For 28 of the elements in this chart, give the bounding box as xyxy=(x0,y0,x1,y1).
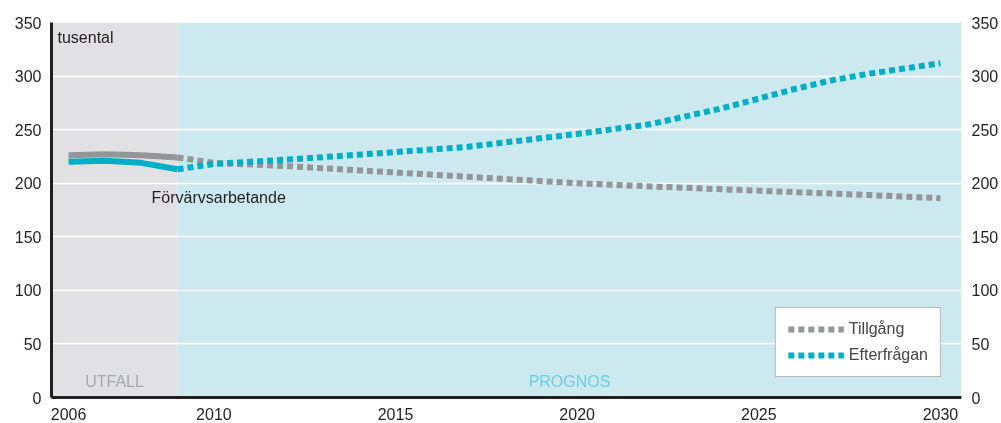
y-tick-label: 200 xyxy=(14,175,42,193)
band-label: PROGNOS xyxy=(528,372,611,390)
y2-tick-label: 250 xyxy=(971,121,999,139)
y2-tick-label: 100 xyxy=(971,282,999,300)
y2-tick-label: 200 xyxy=(971,175,999,193)
y2-tick-label: 0 xyxy=(971,389,981,407)
legend-label: Efterfrågan xyxy=(848,346,928,364)
y-tick-label: 150 xyxy=(14,228,42,246)
y2-tick-label: 300 xyxy=(971,68,999,86)
x-tick-label: 2010 xyxy=(196,405,232,423)
band-label: UTFALL xyxy=(85,372,144,390)
y2-tick-label: 50 xyxy=(971,335,990,353)
y2-tick-label: 350 xyxy=(971,14,999,32)
x-tick-label: 2015 xyxy=(377,405,414,423)
y-tick-label: 100 xyxy=(14,282,42,300)
x-tick-label: 2030 xyxy=(922,405,959,423)
x-tick-label: 2025 xyxy=(741,405,777,423)
x-tick-label: 2006 xyxy=(50,405,87,423)
x-tick-label: 2020 xyxy=(559,405,596,423)
y-axis-title: tusental xyxy=(57,28,114,46)
y-tick-label: 50 xyxy=(23,335,42,353)
y-tick-label: 300 xyxy=(14,68,42,86)
y-tick-label: 0 xyxy=(32,389,42,407)
annotation: Förvärvsarbetande xyxy=(151,189,286,206)
legend-label: Tillgång xyxy=(848,320,905,338)
y2-tick-label: 150 xyxy=(971,228,999,246)
y-tick-label: 350 xyxy=(14,14,42,32)
y-tick-label: 250 xyxy=(14,121,42,139)
